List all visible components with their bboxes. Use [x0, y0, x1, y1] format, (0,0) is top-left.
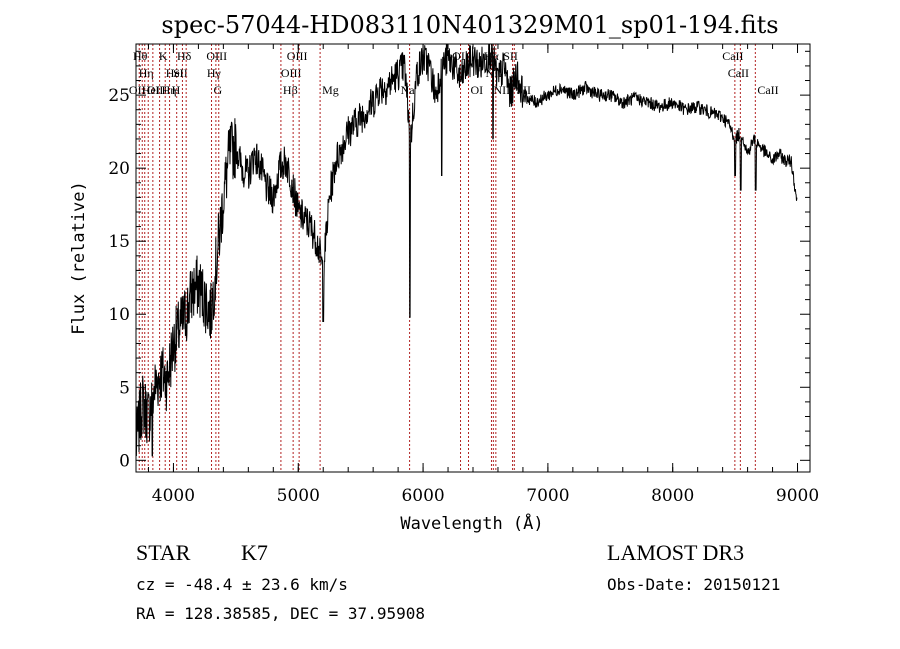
line-marker-label: CaII	[728, 66, 749, 80]
y-tick-label: 5	[119, 378, 130, 398]
x-tick-label: 5000	[277, 486, 320, 506]
x-tick-label: 8000	[651, 486, 694, 506]
line-marker-label: Hγ	[207, 66, 222, 80]
line-marker-label: Na	[401, 83, 416, 97]
x-tick-label: 9000	[776, 486, 819, 506]
line-marker-label: OIII	[147, 83, 168, 97]
x-axis: 4000 5000 6000 7000 8000 9000	[147, 44, 819, 506]
y-tick-label: 25	[108, 86, 130, 106]
redshift-readout: cz = -48.4 ± 23.6 km/s	[136, 575, 348, 594]
line-marker-label: K	[159, 49, 168, 63]
x-axis-label: Wavelength (Å)	[400, 512, 543, 534]
line-marker-label: OI	[471, 83, 484, 97]
x-tick-label: 4000	[152, 486, 195, 506]
line-marker-label: CaII	[722, 49, 743, 63]
observation-date: Obs-Date: 20150121	[607, 575, 781, 594]
plot-frame	[135, 43, 811, 473]
line-marker-label: OII	[129, 83, 146, 97]
y-tick-label: 0	[119, 451, 130, 471]
line-marker-label: SII	[503, 49, 518, 63]
x-tick-label: 7000	[526, 486, 569, 506]
line-marker-label: HeI	[166, 66, 184, 80]
line-marker-label: SII	[173, 66, 188, 80]
x-tick-label: 6000	[401, 486, 444, 506]
line-marker-label: OIII	[206, 49, 227, 63]
y-tick-label: 20	[108, 159, 130, 179]
line-marker-label: Mg	[322, 83, 339, 97]
line-marker-label: Hθ	[133, 49, 148, 63]
line-marker-label: CaII	[757, 83, 778, 97]
spectrum-line	[135, 43, 798, 457]
line-marker-label: H	[172, 83, 181, 97]
line-marker-label: OIII	[287, 49, 308, 63]
y-axis-label: Flux (relative)	[69, 181, 89, 335]
spectrum-series	[135, 43, 798, 457]
y-axis: 0 5 10 15 20 25	[108, 50, 810, 471]
line-marker-label: OIII	[281, 66, 302, 80]
y-tick-label: 10	[108, 305, 130, 325]
line-marker-label: Hη	[139, 66, 154, 80]
survey-name: LAMOST DR3	[607, 540, 745, 565]
line-marker-label: Hδ	[177, 49, 192, 63]
object-subclass: K7	[241, 540, 268, 565]
line-marker-label: Hβ	[283, 83, 298, 97]
y-tick-label: 15	[108, 232, 130, 252]
object-class: STAR	[136, 540, 191, 565]
line-marker-label: NII	[493, 83, 510, 97]
line-marker-label: G	[214, 83, 223, 97]
line-marker-label: HeI	[142, 83, 160, 97]
coordinates-readout: RA = 128.38585, DEC = 37.95908	[136, 604, 425, 623]
chart-title: spec-57044-HD083110N401329M01_sp01-194.f…	[161, 11, 778, 39]
